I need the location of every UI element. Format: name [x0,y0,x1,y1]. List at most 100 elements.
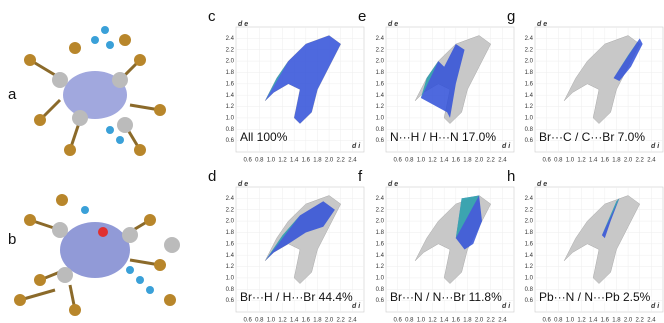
x-tick-label: 0.8 [554,158,563,164]
x-tick-label: 0.8 [405,318,414,323]
x-tick-label: 0.6 [393,318,402,323]
fingerprint-plot: 0.60.81.01.21.41.61.82.02.22.40.60.81.01… [358,8,514,164]
y-tick-label: 2.2 [525,47,534,53]
plot-caption: Pb···N / N···Pb 2.5% [539,290,651,304]
x-tick-label: 1.8 [313,318,322,323]
y-tick-label: 0.6 [226,138,235,144]
y-axis-label: d e [537,181,547,188]
y-tick-label: 2.0 [226,219,235,225]
y-tick-label: 1.4 [226,93,235,99]
molecule-a [24,26,166,156]
y-tick-label: 0.8 [525,127,534,133]
y-tick-label: 0.8 [525,287,534,293]
x-tick-label: 1.8 [463,318,472,323]
x-tick-label: 2.2 [337,158,346,164]
x-tick-label: 1.8 [313,158,322,164]
x-tick-label: 0.8 [554,318,563,323]
x-tick-label: 1.6 [452,318,461,323]
x-tick-label: 2.0 [624,318,633,323]
y-tick-label: 0.8 [376,287,385,293]
x-tick-label: 1.4 [589,318,598,323]
y-tick-label: 1.0 [226,115,235,121]
plot-caption: All 100% [240,130,288,144]
x-tick-label: 0.6 [542,318,551,323]
y-tick-label: 2.2 [226,207,235,213]
y-tick-label: 1.4 [525,253,534,259]
panel-label: f [358,168,363,185]
x-tick-label: 1.0 [566,158,575,164]
y-tick-label: 2.0 [525,219,534,225]
y-tick-label: 1.2 [226,104,235,110]
y-tick-label: 1.4 [376,93,385,99]
y-tick-label: 1.6 [226,81,235,87]
x-tick-label: 1.2 [577,318,586,323]
x-tick-label: 1.8 [612,318,621,323]
x-axis-label: d i [352,143,361,150]
y-tick-label: 0.6 [525,298,534,304]
x-tick-label: 2.0 [624,158,633,164]
y-tick-label: 1.4 [376,253,385,259]
x-tick-label: 1.2 [428,158,437,164]
y-tick-label: 1.8 [226,230,235,236]
x-tick-label: 2.4 [647,318,656,323]
panel-label: h [507,168,515,185]
y-axis-label: d e [537,21,547,28]
x-axis-label: d i [352,303,361,310]
y-tick-label: 1.2 [525,264,534,270]
x-tick-label: 1.6 [601,158,610,164]
y-tick-label: 1.0 [376,115,385,121]
y-tick-label: 1.8 [376,70,385,76]
y-tick-label: 1.2 [226,264,235,270]
x-tick-label: 1.0 [267,158,276,164]
x-tick-label: 1.4 [290,158,299,164]
x-tick-label: 1.0 [566,318,575,323]
y-tick-label: 2.2 [226,47,235,53]
y-tick-label: 2.4 [525,36,534,42]
y-tick-label: 1.0 [525,275,534,281]
x-axis-label: d i [651,303,660,310]
x-tick-label: 1.6 [302,158,311,164]
y-tick-label: 1.4 [525,93,534,99]
x-tick-label: 2.0 [325,158,334,164]
y-tick-label: 2.4 [376,36,385,42]
x-axis-label: d i [502,303,511,310]
x-tick-label: 1.6 [302,318,311,323]
y-tick-label: 1.8 [376,230,385,236]
y-tick-label: 1.4 [226,253,235,259]
x-tick-label: 1.8 [463,158,472,164]
y-tick-label: 0.8 [226,127,235,133]
x-axis-label: d i [651,143,660,150]
x-tick-label: 2.2 [636,318,645,323]
y-tick-label: 1.8 [525,230,534,236]
x-tick-label: 1.2 [428,318,437,323]
y-tick-label: 1.8 [525,70,534,76]
y-tick-label: 0.6 [376,298,385,304]
y-tick-label: 1.0 [226,275,235,281]
x-tick-label: 0.8 [255,158,264,164]
molecule-b [14,194,180,316]
y-tick-label: 2.4 [376,196,385,202]
x-tick-label: 1.2 [577,158,586,164]
x-tick-label: 2.2 [636,158,645,164]
y-tick-label: 1.0 [525,115,534,121]
y-tick-label: 2.0 [525,59,534,65]
x-tick-label: 2.4 [348,158,357,164]
y-tick-label: 0.8 [226,287,235,293]
x-tick-label: 0.6 [542,158,551,164]
y-tick-label: 1.6 [226,241,235,247]
x-tick-label: 2.4 [647,158,656,164]
x-axis-label: d i [502,143,511,150]
y-tick-label: 2.4 [226,36,235,42]
x-tick-label: 1.8 [612,158,621,164]
fingerprint-grey [564,36,640,124]
x-tick-label: 1.0 [267,318,276,323]
y-tick-label: 0.6 [525,138,534,144]
y-tick-label: 0.6 [376,138,385,144]
y-tick-label: 1.0 [376,275,385,281]
x-tick-label: 2.0 [325,318,334,323]
x-tick-label: 0.6 [393,158,402,164]
x-tick-label: 2.2 [487,318,496,323]
